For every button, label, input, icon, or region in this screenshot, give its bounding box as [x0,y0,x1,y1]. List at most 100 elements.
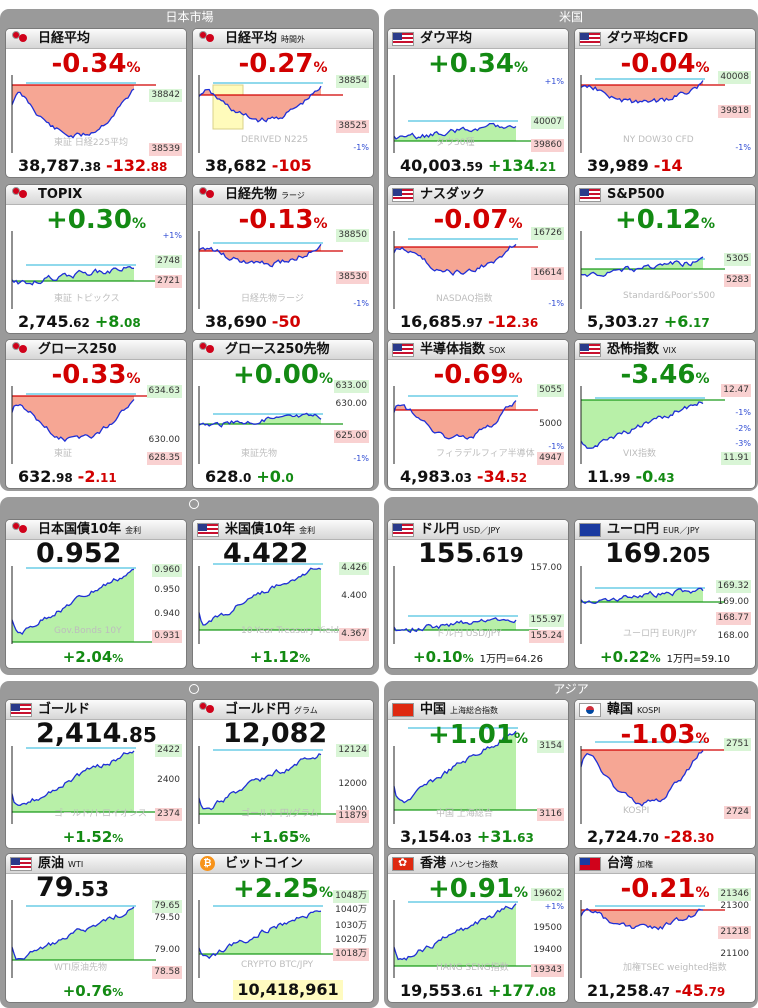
card-sp500[interactable]: S&P500 Standard&Poor's500 5305 5283 +0.12% 5,… [574,184,756,334]
card-change-pct: -0.04% [620,49,710,79]
axis-tick-label: 168.77 [715,612,751,625]
card-header[interactable]: 半導体指数 SOX [388,340,568,360]
card-crude[interactable]: 原油 WTI WTI原油先物 79.65 79.50 79.00 78.58 79.53 +0.… [5,853,187,1003]
flag-jp-icon [12,31,27,42]
card-watermark: VIX指数 [623,449,656,459]
card-value: 2,414.85 [36,718,157,749]
axis-tick-label: 5055 [537,384,564,397]
card-growth250[interactable]: グロース250 東証 634.63 630.00 628.35 -0.33% 632.98-… [5,339,187,489]
card-nasdaq[interactable]: ナスダック NASDAQ指数 16726 16614 -1% -0.07% 16,685.9… [387,184,569,334]
card-header[interactable]: 台湾 加権 [575,854,755,874]
card-header[interactable]: ビットコイン [193,854,373,874]
axis-tick-label: -2% [735,424,751,433]
card-header[interactable]: ダウ平均 [388,29,568,49]
card-name: グロース250 [38,342,117,357]
unit-conversion-note: 1万円=64.26 [479,654,543,665]
card-dow[interactable]: ダウ平均 ダウ30種 +1% 40007 39860 +0.34% 40,003.59 +13… [387,28,569,178]
card-jgb10[interactable]: 日本国債10年 金利 Gov.Bonds 10Y 0.960 0.950 0.940 0.9… [5,519,187,669]
card-chart [580,75,725,153]
axis-tick-label: 79.50 [154,913,180,923]
card-price-change: -0.43 [635,467,675,486]
card-nikkei[interactable]: 日経平均 東証 日経225平均 38842 38539 -0.34% 38,787.38-… [5,28,187,178]
drag-handle[interactable] [189,499,199,509]
axis-tick-label: 21100 [720,949,749,959]
flag-us-icon [10,703,32,717]
card-change-pct: -0.13% [238,205,328,235]
card-nikkei-fut[interactable]: 日経先物 ラージ 日経先物ラージ 38850 38530 -1% -0.13% 38,690-… [192,184,374,334]
axis-tick-label: 4947 [537,452,564,465]
card-header[interactable]: ユーロ円 EUR／JPY [575,520,755,540]
card-vix[interactable]: 恐怖指数 VIX VIX指数 12.47 -1% -2% -3% 11.91 -3.46% 11.… [574,339,756,489]
card-ust10[interactable]: 米国債10年 金利 10-Year Treasury Yield 4.426 4.400… [192,519,374,669]
card-header[interactable]: グロース250 [6,340,186,360]
flag-cn-icon [392,703,414,717]
chart-area [581,400,703,449]
flag-jp-icon [199,31,214,42]
card-header[interactable]: ダウ平均CFD [575,29,755,49]
card-topix[interactable]: TOPIX 東証 トピックス +1% 2748 2721 +0.30% 2,745.62 +8… [5,184,187,334]
card-header[interactable]: S&P500 [575,185,755,205]
flag-jp-icon [199,702,214,713]
card-header[interactable]: 原油 WTI [6,854,186,874]
axis-tick-label: 1020万 [335,935,367,945]
card-dow-cfd[interactable]: ダウ平均CFD NY DOW30 CFD 40008 39818 -1% -0.04% 39… [574,28,756,178]
chart-area [394,244,516,275]
flag-eu-icon [579,523,601,537]
card-price: 628.0 +0.0 [205,467,294,486]
card-bitcoin[interactable]: ビットコイン CRYPTO BTC/JPY 1048万 1040万 1030万 1020万… [192,853,374,1003]
card-chart [580,741,725,824]
card-header[interactable]: 日本国債10年 金利 [6,520,186,540]
card-change: +0.22% 1万円=59.10 [600,648,730,666]
flag-jp-icon [12,342,27,353]
card-header[interactable]: ゴールド円 グラム [193,700,373,720]
card-price-change: +6.17 [663,312,710,331]
chart-area [12,85,134,138]
card-header[interactable]: 恐怖指数 VIX [575,340,755,360]
card-header[interactable]: ドル円 USD／JPY [388,520,568,540]
card-header[interactable]: 米国債10年 金利 [193,520,373,540]
card-change-pct: -3.46% [620,360,710,390]
card-price: 19,553.61 +177.08 [400,981,557,1000]
card-gold[interactable]: ゴールド ゴールド/トロイオンス 2422 2400 2374 2,414.85 +1.52… [5,699,187,849]
card-name: ナスダック [420,187,486,202]
card-header[interactable]: 韓国 KOSPI [575,700,755,720]
card-sox[interactable]: 半導体指数 SOX フィラデルフィア半導体 5055 5000 -1% 4947 -0.69%… [387,339,569,489]
card-watermark: 東証 日経225平均 [54,138,129,148]
card-header[interactable]: 中国 上海総合指数 [388,700,568,720]
panel-asia-title: アジア [553,682,589,696]
card-growth250-fut[interactable]: グロース250先物 東証先物 633.00 630.00 625.00 -1% +0.00%… [192,339,374,489]
card-usdjpy[interactable]: ドル円 USD／JPY ドル円 USD/JPY 157.00 155.97 155.24 1… [387,519,569,669]
axis-tick-label: 12.47 [721,384,751,397]
card-value: 4.422 [223,538,309,569]
card-taiwan[interactable]: 台湾 加権 加権TSEC weighted指数 21346 21300 21218 2110… [574,853,756,1003]
card-header[interactable]: グロース250先物 [193,340,373,360]
card-name: ビットコイン [225,856,304,871]
drag-handle[interactable] [189,684,199,694]
card-watermark: KOSPI [623,806,650,816]
card-header[interactable]: 日経平均 時間外 [193,29,373,49]
card-header[interactable]: TOPIX [6,185,186,205]
card-header[interactable]: 日経先物 ラージ [193,185,373,205]
chart-area [199,413,321,427]
card-change-pct: -0.21% [620,874,710,904]
card-header[interactable]: ゴールド [6,700,186,720]
chart-line [11,266,135,286]
axis-tick-label: 2374 [155,808,182,821]
card-nikkei-night[interactable]: 日経平均 時間外 DERIVED N225 38854 38525 -1% -0.27% 38… [192,28,374,178]
card-header[interactable]: ナスダック [388,185,568,205]
card-kospi[interactable]: 韓国 KOSPI KOSPI 2751 2724 -1.03% 2,724.70 -28.30 [574,699,756,849]
axis-tick-label: 634.63 [146,385,182,398]
card-chart [393,566,538,644]
card-change: +1.65% [249,828,311,846]
card-shanghai[interactable]: 中国 上海総合指数 中国 上海総合 3154 3116 +1.01% 3,154.03 +31… [387,699,569,849]
card-price-change: -12.36 [488,312,539,331]
card-subname: ラージ [281,191,305,200]
card-header[interactable]: 日経平均 [6,29,186,49]
card-chart [393,386,538,464]
axis-tick-label: 40007 [531,116,564,129]
card-chart [393,900,538,978]
card-eurjpy[interactable]: ユーロ円 EUR／JPY ユーロ円 EUR/JPY 169.32 169.00 168.7… [574,519,756,669]
